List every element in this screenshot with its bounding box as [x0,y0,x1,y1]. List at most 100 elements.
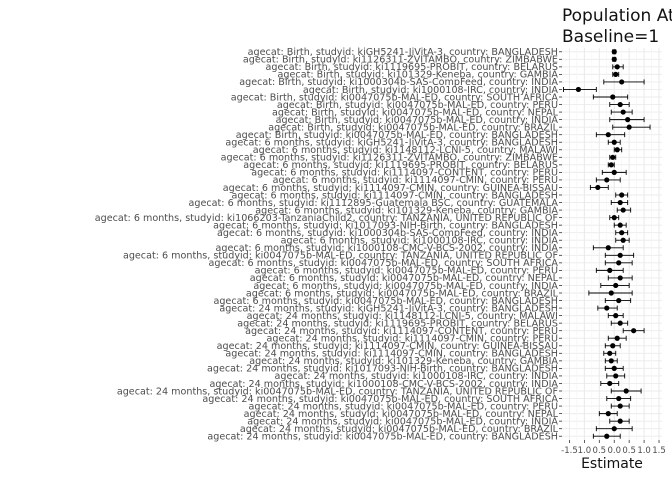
data-point [605,411,611,417]
x-tick-label: 1.5 [652,446,666,456]
y-tick-label: agecat: 24 months, studyid: ki101329-Ken… [249,356,558,367]
chart-title: Population Att Baseline=1 [562,6,672,48]
y-tick-label: agecat: 6 months, studyid: kiGH5241-JiVi… [225,138,558,149]
data-point [613,282,619,289]
y-tick-label: agecat: 6 months, studyid: ki1017093-NIH… [213,220,558,231]
y-tick-label: agecat: Birth, studyid: ki101329-Keneba,… [278,70,559,81]
y-tick-label: agecat: 6 months, studyid: ki1000108-IRC… [281,236,559,247]
data-point [611,426,617,432]
x-tick-label: -1.5 [561,446,578,456]
subtitle-line: Baseline=1 [562,27,660,47]
x-tick-label: 1.0 [578,446,592,456]
data-point [616,395,622,402]
y-tick-label: agecat: 24 months, studyid: ki0047075b-M… [247,416,558,427]
y-tick-label: agecat: 6 months, studyid: ki0047075b-MA… [255,266,558,277]
data-point [625,117,631,123]
y-tick-label: agecat: 24 months, studyid: ki0047075b-M… [207,432,558,443]
data-point [610,343,616,349]
data-point [617,252,623,258]
y-tick-label: agecat: 6 months, studyid: ki1114097-CMI… [231,190,558,201]
y-tick-label: agecat: 24 months, studyid: ki1017093-NI… [207,364,558,375]
data-point [610,94,616,100]
data-point [619,192,625,198]
y-tick-label: agecat: 6 months, studyid: ki0047075b-MA… [253,281,558,292]
y-tick-label: agecat: 6 months, studyid: ki1114097-CMI… [273,175,558,186]
data-point [604,433,610,439]
y-tick-label: agecat: 24 months, studyid: ki1000108-IR… [275,371,559,382]
y-tick-label: agecat: Birth, studyid: ki0047075b-MAL-E… [268,122,558,133]
data-point [617,418,623,424]
y-tick-label: agecat: 6 months, studyid: ki1119695-PRO… [243,160,558,171]
y-tick-label: agecat: 24 months, studyid: ki1114097-CO… [245,326,558,337]
data-point [620,109,626,115]
title-line: Population Att [562,6,672,26]
data-point [605,132,611,138]
data-point [611,365,617,371]
data-point [623,388,629,394]
data-point [604,305,610,311]
data-point [617,101,623,108]
y-tick-label: agecat: 24 months, studyid: ki0047075b-M… [248,401,558,412]
y-tick-label: agecat: Birth, studyid: kiGH5241-JiVitA-… [248,47,558,58]
data-point [616,297,622,304]
y-tick-label: agecat: Birth, studyid: ki0047075b-MAL-E… [231,92,559,103]
data-point [617,320,623,326]
data-point [608,162,614,168]
data-point [607,267,613,273]
data-point [611,49,617,55]
data-point [607,350,613,356]
y-tick-label: agecat: 24 months, studyid: ki0047075b-M… [244,409,559,420]
y-tick-label: agecat: 6 months, studyid: ki1000304b-SA… [217,228,558,239]
y-tick-label: agecat: 24 months, studyid: ki0047075b-M… [202,394,558,405]
y-tick-label: agecat: 6 months, studyid: ki0047075b-MA… [246,288,559,299]
data-point [608,290,614,296]
y-tick-label: agecat: 24 months, studyid: ki1114097-CM… [225,349,558,360]
y-tick-label: agecat: 24 months, studyid: ki1119695-PR… [237,318,558,329]
x-tick-label: 0.0 [607,446,621,456]
data-point [619,230,625,236]
y-tick-label: agecat: Birth, studyid: ki1126311-ZVITAM… [243,55,558,66]
data-point [620,237,626,243]
x-tick-label: 0.5 [622,446,636,456]
data-point [631,328,637,334]
data-point [617,199,623,206]
data-point [613,71,619,77]
y-tick-label: agecat: 6 months, studyid: ki1066203-Tan… [95,213,558,224]
y-tick-label: agecat: Birth, studyid: ki0047075b-MAL-E… [272,107,559,118]
y-tick-label: agecat: 24 months, studyid: ki1000108-CM… [209,379,558,390]
data-point [611,139,617,145]
data-point [626,124,632,130]
y-tick-label: agecat: 6 months, studyid: ki0047075b-MA… [250,273,559,284]
data-point [613,313,619,319]
y-tick-label: agecat: 6 months, studyid: ki1114097-CMI… [223,183,558,194]
y-tick-label: agecat: Birth, studyid: ki0047075b-MAL-E… [276,115,559,126]
y-tick-label: agecat: 6 months, studyid: ki0047075b-MA… [213,296,558,307]
data-point [610,154,616,160]
y-tick-label: agecat: Birth, studyid: ki0047075b-MAL-E… [236,130,558,141]
data-point [617,275,623,281]
y-tick-label: agecat: Birth, studyid: ki1000108-IRC, c… [303,85,559,96]
y-tick-label: agecat: Birth, studyid: ki1000304b-SAS-C… [239,77,558,88]
data-point [614,335,620,341]
data-point [617,403,623,409]
y-tick-label: agecat: 24 months, studyid: ki1148112-LC… [247,311,558,322]
data-point [617,222,623,228]
data-point [620,207,626,213]
y-tick-label: agecat: 6 months, studyid: ki1126311-ZVI… [221,153,558,164]
data-point [605,245,611,251]
data-point [614,147,620,153]
data-point [575,86,582,93]
data-point [611,215,617,221]
y-tick-label: agecat: 6 months, studyid: ki1000108-CMC… [216,243,559,254]
y-tick-label: agecat: 6 months, studyid: ki0047075b-MA… [208,258,558,269]
y-tick-label: agecat: 6 months, studyid: ki101329-Kene… [255,205,558,216]
data-point [607,380,613,387]
y-tick-label: agecat: 6 months, studyid: ki1148112-LCN… [253,145,558,156]
y-tick-label: agecat: 24 months, studyid: kiGH5241-JiV… [219,303,558,314]
data-point [611,56,617,62]
data-point [595,184,601,191]
data-point [613,373,619,379]
y-tick-label: agecat: 24 months, studyid: ki0047075b-M… [117,386,558,397]
x-tick-label: 0.5 [593,446,607,456]
